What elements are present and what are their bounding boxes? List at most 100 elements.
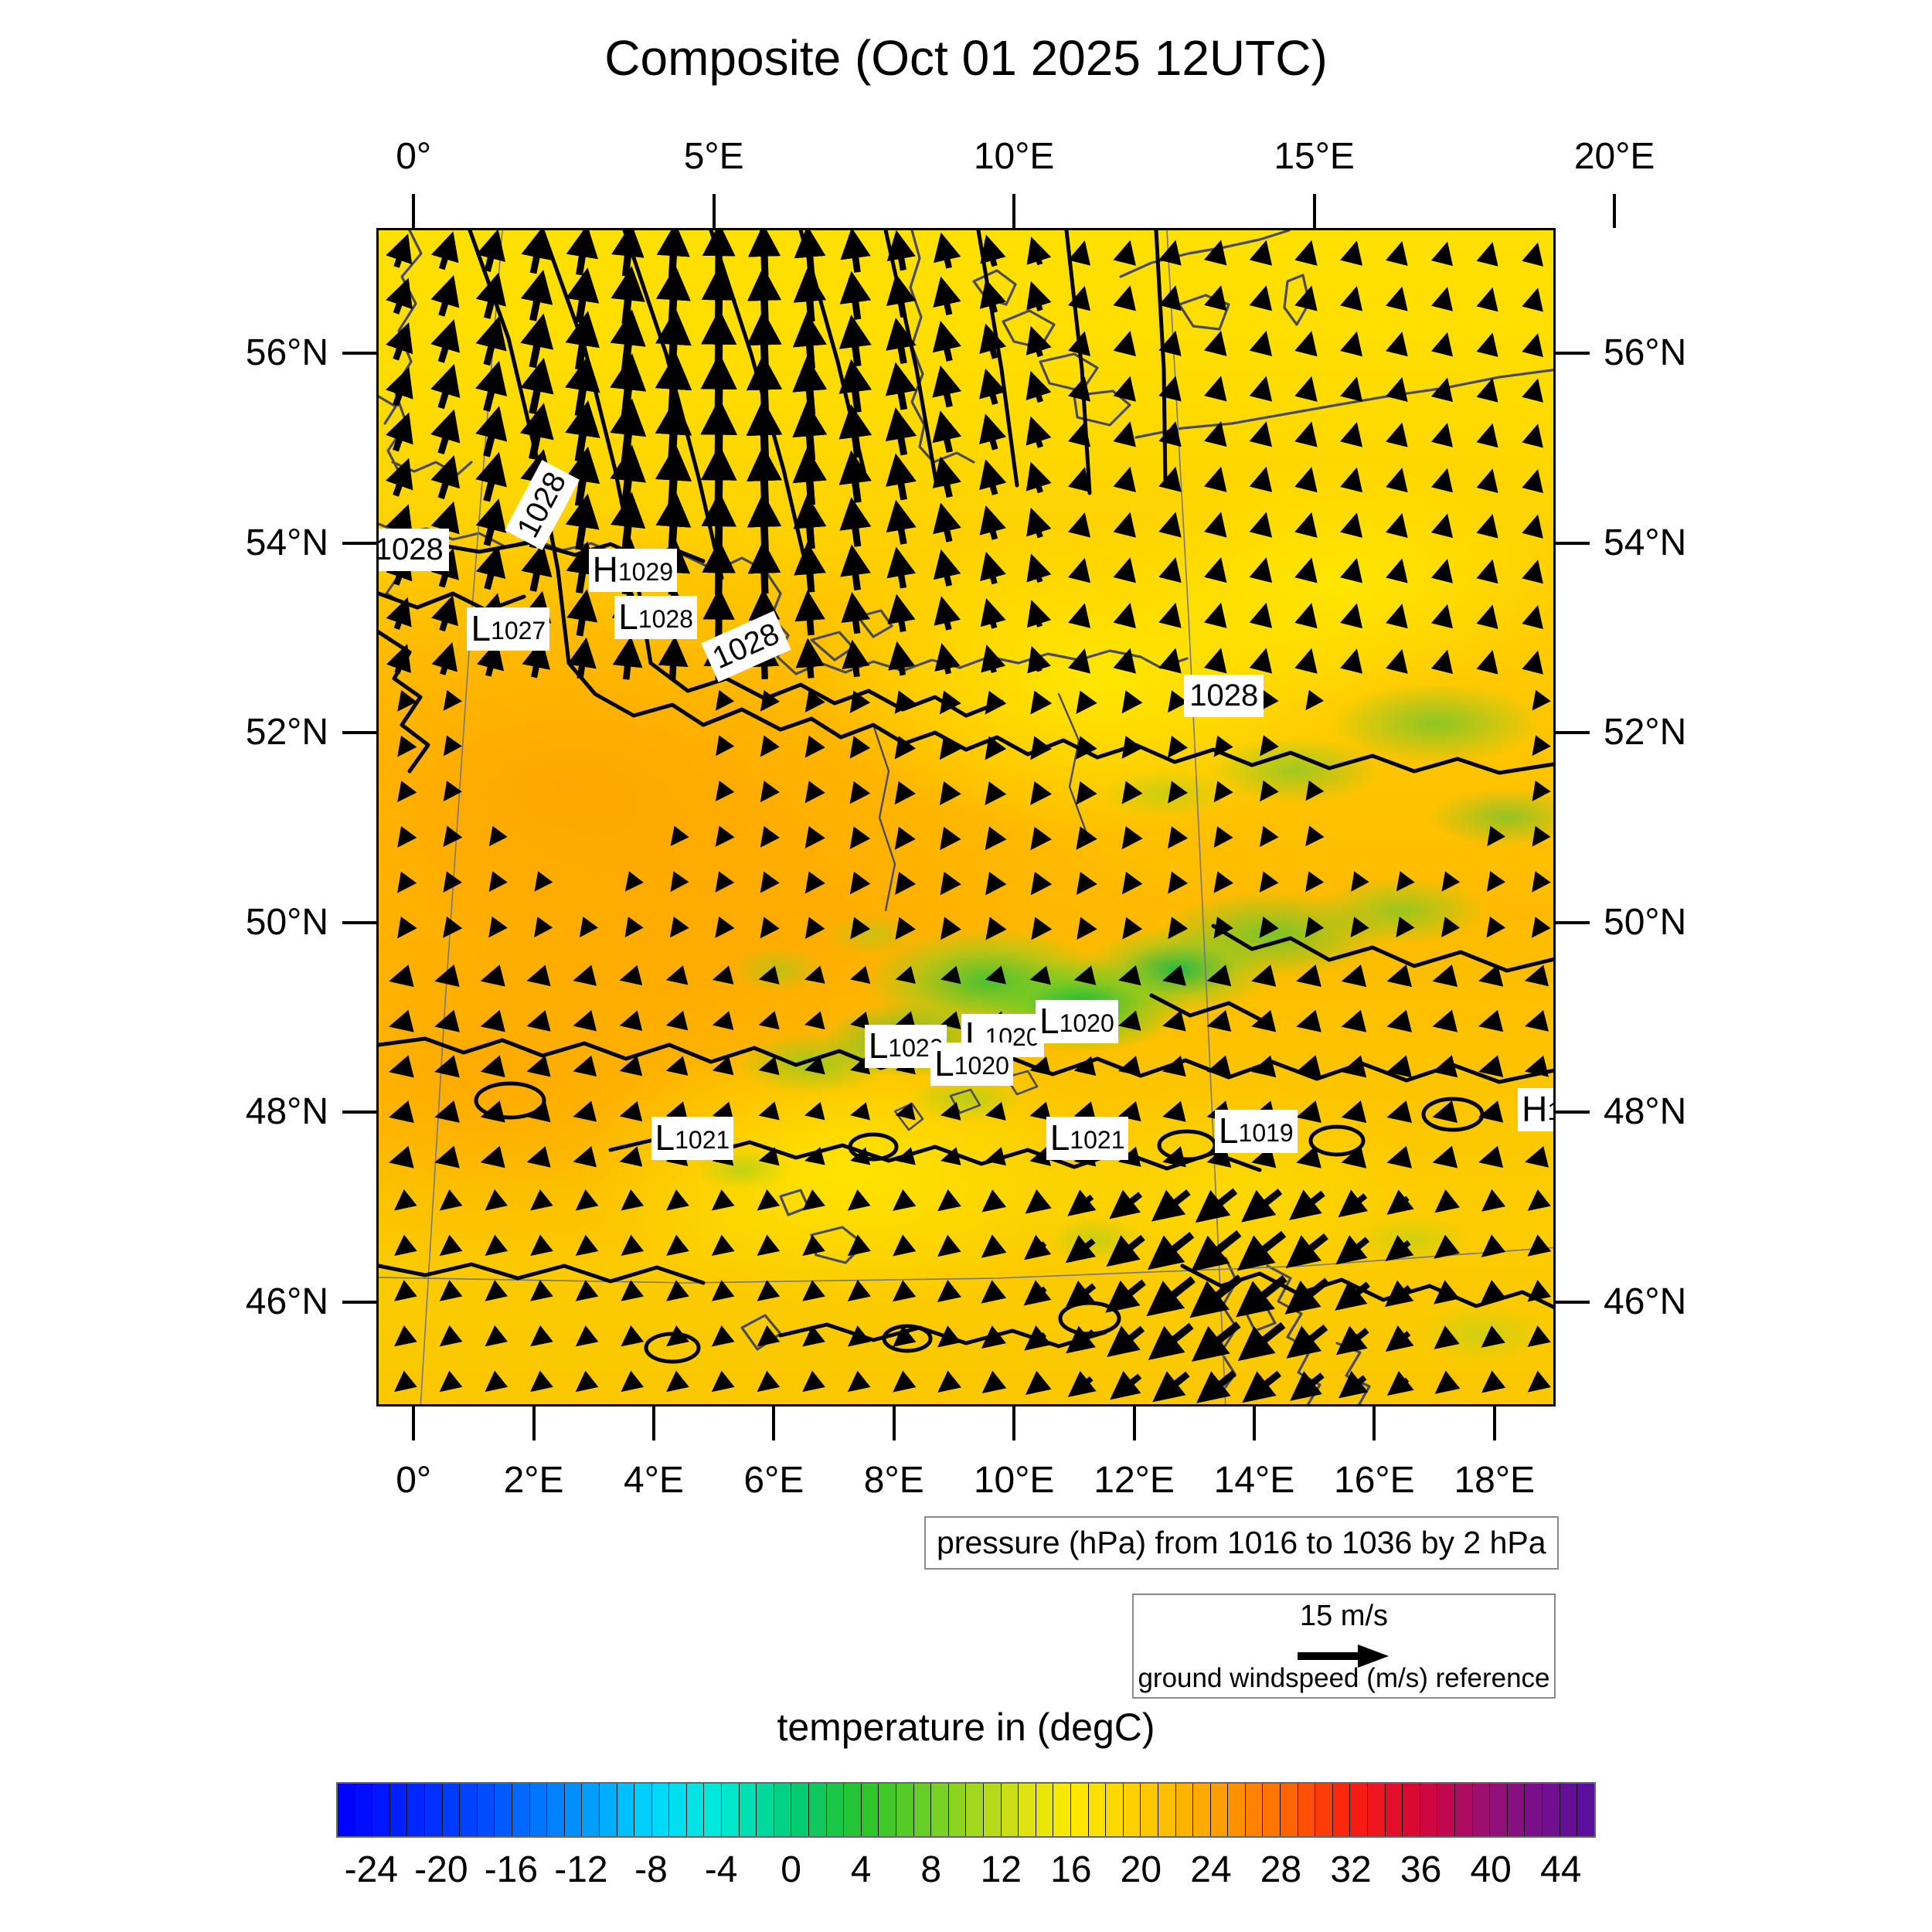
wind-vector-arrow [895, 1147, 916, 1165]
wind-vector-arrow [1341, 964, 1367, 988]
wind-vector-arrow [394, 1325, 417, 1347]
wind-vector-arrow [985, 826, 1007, 851]
wind-vector-arrow [1386, 240, 1408, 266]
colorbar-cell [1542, 1784, 1560, 1836]
wind-vector-arrow [1386, 1145, 1413, 1168]
colorbar-cell [1315, 1784, 1333, 1836]
wind-vector-arrow [655, 491, 692, 553]
wind-vector-arrow [443, 735, 462, 757]
wind-vector-arrow [656, 230, 690, 277]
colorbar-tick-label: 40 [1470, 1849, 1512, 1890]
colorbar-cell [442, 1784, 461, 1836]
axis-tick [342, 731, 376, 735]
wind-vector-arrow [475, 316, 507, 366]
wind-vector-arrow [1213, 735, 1233, 757]
wind-vector-arrow [940, 871, 961, 896]
axis-tick [532, 1406, 536, 1440]
wind-vector-arrow [838, 450, 872, 503]
wind-vector-arrow [850, 917, 871, 940]
wind-vector-arrow [1068, 331, 1091, 357]
colorbar-tick-label: -8 [634, 1849, 668, 1890]
colorbar-cell [460, 1784, 478, 1836]
wind-vector-arrow [1335, 1325, 1369, 1355]
wind-vector-arrow [985, 1147, 1006, 1166]
wind-vector-arrow [612, 636, 643, 680]
wind-vector-arrow [1064, 1280, 1097, 1309]
wind-vector-arrow [1481, 1280, 1506, 1303]
wind-vector-arrow [666, 1189, 689, 1211]
wind-vector-arrow [619, 964, 643, 986]
axis-right-tick-label: 54°N [1604, 522, 1687, 563]
wind-vector-arrow [802, 1280, 825, 1301]
wind-vector-arrow [1168, 690, 1189, 713]
colorbar-cell [599, 1784, 617, 1836]
pressure-system-value: 1020 [1059, 1009, 1114, 1037]
wind-vector-arrow [1076, 872, 1097, 895]
wind-vector-arrow [1305, 689, 1325, 711]
wind-vector-arrow [1524, 1010, 1549, 1032]
wind-vector-arrow [1432, 1100, 1458, 1123]
colorbar-cell [1368, 1784, 1386, 1836]
pressure-system-letter: L [1218, 1110, 1239, 1151]
wind-vector-arrow [1527, 1370, 1551, 1393]
wind-vector-arrow [838, 404, 872, 458]
wind-vector-arrow [1487, 825, 1505, 846]
wind-vector-arrow [1384, 1280, 1414, 1308]
wind-vector-arrow [485, 1234, 509, 1257]
wind-vector-arrow [1067, 1189, 1097, 1216]
wind-vector-arrow [893, 1370, 917, 1393]
wind-vector-arrow [389, 964, 414, 988]
wind-vector-arrow [1077, 917, 1097, 940]
map-plot-area[interactable]: 1028 1028 1028 1028 H1029 L1027 L1028 L1020 L102… [376, 228, 1556, 1406]
temperature-colorbar[interactable] [336, 1782, 1596, 1838]
wind-vector-arrow [1296, 1009, 1321, 1032]
wind-vector-arrow [715, 825, 735, 847]
wind-vector-arrow [1260, 735, 1279, 757]
wind-vector-arrow [794, 542, 826, 593]
wind-vector-arrow [758, 1011, 780, 1030]
wind-reference-legend: 15 m/s ground windspeed (m/s) reference [1132, 1594, 1556, 1699]
colorbar-cell [547, 1784, 565, 1836]
wind-vector-arrow [1351, 871, 1369, 892]
wind-vector-arrow [1026, 600, 1052, 628]
wind-vector-arrow [443, 825, 463, 847]
colorbar-cell [1298, 1784, 1316, 1836]
pressure-legend: pressure (hPa) from 1016 to 1036 by 2 hP… [924, 1516, 1559, 1570]
wind-vector-arrow [804, 1056, 825, 1075]
colorbar-cell [931, 1784, 949, 1836]
wind-vector-arrow [397, 689, 417, 712]
pressure-low-label: L1020 [1035, 999, 1118, 1043]
colorbar-tick-label: 36 [1400, 1849, 1442, 1890]
wind-vector-arrow [1066, 1325, 1096, 1354]
wind-vector-arrow [885, 407, 917, 456]
axis-top-tick-label: 20°E [1573, 136, 1655, 177]
pressure-system-letter: L [934, 1043, 954, 1083]
wind-vector-arrow [439, 1370, 463, 1393]
colorbar-cell [1019, 1784, 1036, 1836]
wind-vector-arrow [1335, 1280, 1371, 1311]
wind-vector-arrow [933, 232, 961, 269]
wind-vector-arrow [575, 1189, 599, 1211]
wind-vector-arrow [573, 1146, 597, 1168]
wind-vector-arrow [1476, 378, 1498, 403]
wind-vector-arrow [579, 917, 599, 937]
wind-vector-arrow [530, 1370, 553, 1393]
axis-top-tick-label: 10°E [973, 136, 1055, 177]
wind-vector-arrow [1068, 285, 1091, 311]
wind-vector-arrow [838, 315, 872, 367]
colorbar-tick-labels: -24 -20 -16 -12 -8 -4 0 4 8 12 16 20 24 28 32 36 40 44 [336, 1849, 1596, 1895]
wind-vector-arrow [1305, 825, 1325, 847]
wind-vector-arrow [1025, 1189, 1052, 1214]
wind-vector-arrow [934, 596, 961, 631]
wind-vector-arrow [575, 1234, 599, 1257]
wind-vector-arrow [480, 1100, 505, 1123]
colorbar-tick-label: -16 [484, 1849, 539, 1890]
colorbar-cell [1420, 1784, 1438, 1836]
wind-vector-arrow [894, 690, 917, 714]
wind-vector-arrow [1121, 735, 1143, 759]
wind-vector-arrow [1335, 1235, 1370, 1265]
wind-vector-arrow [804, 781, 825, 804]
wind-vector-arrow [1386, 1100, 1413, 1123]
wind-vector-arrow [1249, 421, 1273, 447]
wind-vector-arrow [939, 690, 961, 715]
